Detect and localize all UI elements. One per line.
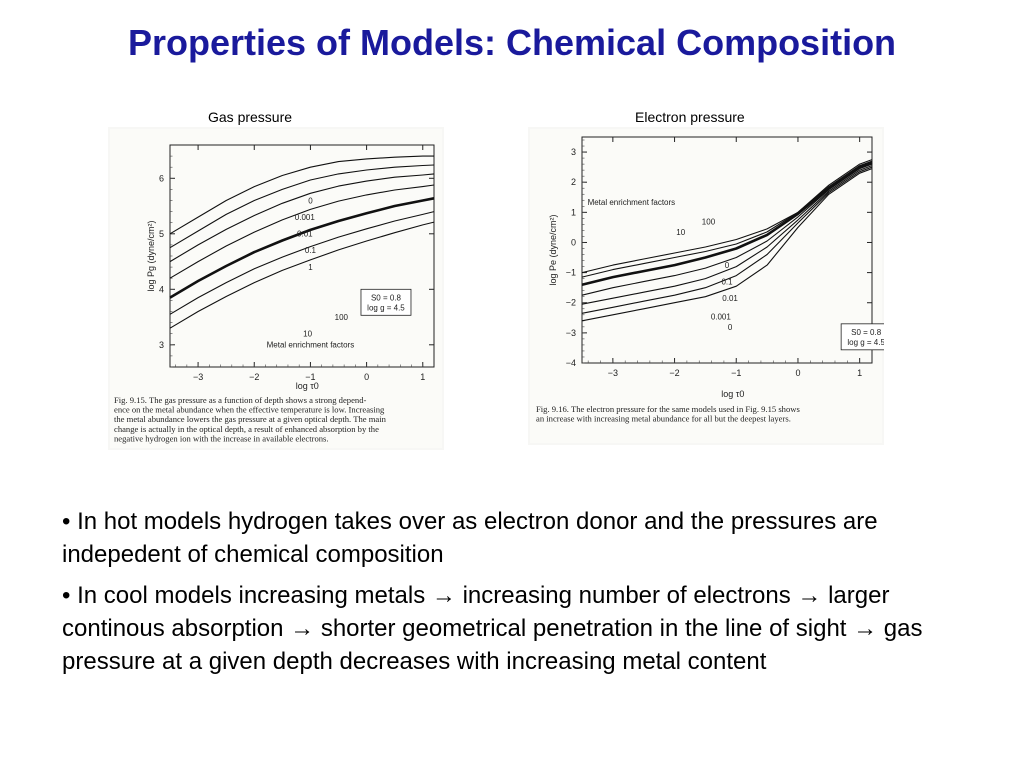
series-line-2 xyxy=(169,173,435,263)
y-tick-label: 6 xyxy=(159,173,164,183)
y-tick-label: 5 xyxy=(159,229,164,239)
series-label: 100 xyxy=(335,313,349,322)
series-line-6 xyxy=(169,221,435,329)
electron-pressure-heading: Electron pressure xyxy=(635,109,745,125)
series-label: 100 xyxy=(702,217,716,226)
y-tick-label: 4 xyxy=(159,284,164,294)
series-label: 1 xyxy=(308,263,313,272)
slide-title: Properties of Models: Chemical Compositi… xyxy=(127,22,897,63)
x-tick-label: −2 xyxy=(249,372,259,382)
params-line: log g = 4.5 xyxy=(847,338,884,347)
x-tick-label: −1 xyxy=(305,372,315,382)
figure-caption-line: change is actually in the optical depth,… xyxy=(114,424,379,434)
series-line-5 xyxy=(169,211,435,315)
y-tick-label: 3 xyxy=(159,340,164,350)
series-label: 0.001 xyxy=(295,213,316,222)
legend-title: Metal enrichment factors xyxy=(588,198,676,207)
series-line-0 xyxy=(581,159,873,274)
gas-pressure-figure: −3 −2 −1 0 1 3 4 5 6 log τ0 log Pg (dyne/cm²) 0 0.00… xyxy=(108,127,444,450)
x-tick-label: −1 xyxy=(731,368,741,378)
y-tick-label: −3 xyxy=(566,328,576,338)
y-axis-label: log Pe (dyne/cm²) xyxy=(548,214,558,285)
x-axis-label: log τ0 xyxy=(296,381,319,391)
x-tick-label: 1 xyxy=(420,372,425,382)
figure-caption-line: ence on the metal abundance when the eff… xyxy=(114,405,385,415)
series-line-3 xyxy=(581,163,873,296)
series-line-4 xyxy=(169,197,435,299)
series-line-4 xyxy=(581,165,873,305)
y-tick-label: 2 xyxy=(571,177,576,187)
series-line-0 xyxy=(169,155,434,235)
y-tick-label: −1 xyxy=(566,268,576,278)
params-line: S0 = 0.8 xyxy=(371,293,402,302)
series-label: 0.1 xyxy=(305,246,317,255)
series-line-2 xyxy=(581,161,873,286)
series-line-3 xyxy=(169,184,435,279)
series-label: 0.1 xyxy=(721,278,733,287)
gas-pressure-heading: Gas pressure xyxy=(208,109,293,125)
bullet-hot-models: • In hot models hydrogen takes over as e… xyxy=(62,508,878,568)
x-tick-label: 1 xyxy=(857,368,862,378)
series-line-5 xyxy=(581,166,873,314)
legend-title: Metal enrichment factors xyxy=(267,341,355,350)
x-tick-label: 0 xyxy=(364,372,369,382)
gas-pressure-chart: −3 −2 −1 0 1 3 4 5 6 log τ0 log Pg (dyne/cm²) 0 0.00… xyxy=(108,127,444,450)
figure-caption-line: an increase with increasing metal abunda… xyxy=(536,414,791,424)
series-label: 0.001 xyxy=(711,312,732,321)
y-tick-label: 0 xyxy=(571,237,576,247)
y-tick-label: −4 xyxy=(566,358,576,368)
x-tick-label: 0 xyxy=(795,368,800,378)
y-axis-label: log Pg (dyne/cm²) xyxy=(146,220,156,291)
y-tick-label: 3 xyxy=(571,147,576,157)
series-label: 0 xyxy=(725,261,730,270)
figure-caption-line: negative hydrogen ion with the increase … xyxy=(114,433,329,443)
series-label: 0.01 xyxy=(722,294,738,303)
y-tick-label: 1 xyxy=(571,207,576,217)
y-tick-label: −2 xyxy=(566,298,576,308)
series-label: 10 xyxy=(303,329,312,338)
series-label: 0 xyxy=(728,323,733,332)
x-tick-label: −3 xyxy=(193,372,203,382)
bullet-list: • In hot models hydrogen takes over as e… xyxy=(62,505,962,686)
x-axis-label: log τ0 xyxy=(721,389,744,399)
x-tick-label: −3 xyxy=(608,368,618,378)
electron-pressure-figure: −3 −2 −1 0 1 3 2 1 0 −1 −2 −3 −4 log τ0 log Pe (dyne/c… xyxy=(528,127,884,445)
params-line: S0 = 0.8 xyxy=(851,328,882,337)
figure-caption-line: the metal abundance lowers the gas press… xyxy=(114,414,387,424)
plot-frame xyxy=(581,136,873,364)
figure-caption-line: Fig. 9.16. The electron pressure for the… xyxy=(536,404,800,414)
series-line-6 xyxy=(581,168,873,322)
x-tick-label: −2 xyxy=(669,368,679,378)
bullet-cool-models: • In cool models increasing metals → inc… xyxy=(62,582,923,675)
params-box xyxy=(360,288,412,316)
figure-caption-line: Fig. 9.15. The gas pressure as a functio… xyxy=(114,395,366,405)
series-label: 10 xyxy=(676,228,685,237)
series-line-1 xyxy=(169,164,435,249)
params-box xyxy=(840,323,884,351)
params-line: log g = 4.5 xyxy=(367,303,405,312)
series-label: 0 xyxy=(308,196,313,205)
series-label: 0.01 xyxy=(297,230,313,239)
